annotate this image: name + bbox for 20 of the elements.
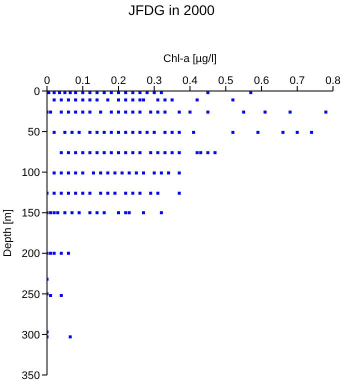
y-tick-label: 200 xyxy=(22,248,40,260)
y-tick-label: 300 xyxy=(22,329,40,342)
y-tick-label: 150 xyxy=(22,208,40,220)
y-tick-label: 0 xyxy=(34,86,40,98)
x-tick-label: 0 xyxy=(44,75,50,87)
x-tick-label: 0.5 xyxy=(218,75,234,87)
y-tick-label: 350 xyxy=(22,370,40,382)
x-tick-label: 0.1 xyxy=(75,75,90,87)
x-axis-title: Chl-a [µg/l] xyxy=(163,53,217,65)
y-tick-label: 250 xyxy=(22,288,40,301)
x-tick-label: 0.8 xyxy=(325,75,341,87)
y-tick-label: 50 xyxy=(28,126,40,138)
chart-title: JFDG in 2000 xyxy=(127,2,216,18)
x-tick-label: 0.3 xyxy=(146,75,162,87)
x-tick-label: 0.6 xyxy=(254,75,270,87)
y-axis-title: Depth [m] xyxy=(2,209,14,257)
y-tick-label: 100 xyxy=(22,167,40,180)
x-tick-label: 0.4 xyxy=(182,75,198,87)
x-tick-label: 0.7 xyxy=(290,75,305,87)
x-tick-label: 0.2 xyxy=(110,75,126,87)
